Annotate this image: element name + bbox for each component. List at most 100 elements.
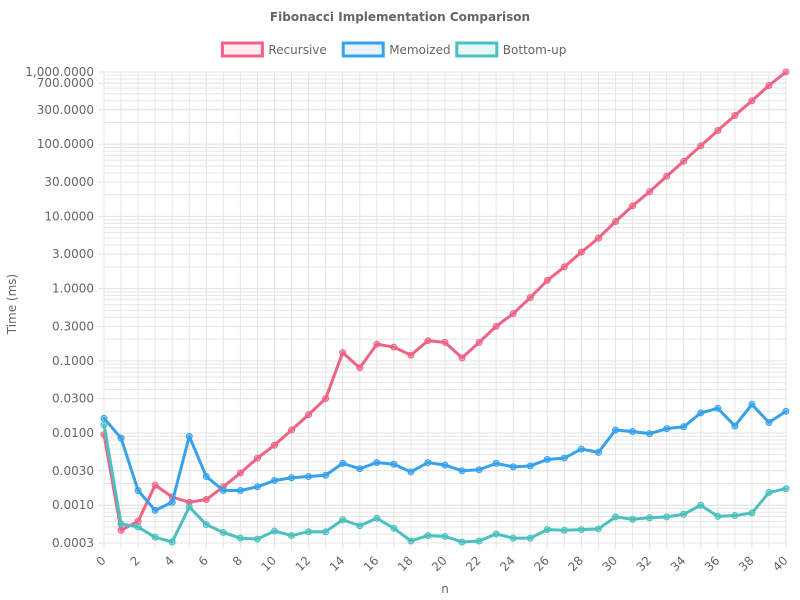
data-point[interactable] <box>509 534 517 542</box>
data-point[interactable] <box>543 276 551 284</box>
data-point[interactable] <box>322 528 330 536</box>
data-point[interactable] <box>305 411 313 419</box>
data-point[interactable] <box>288 474 296 482</box>
data-point[interactable] <box>339 459 347 467</box>
data-point[interactable] <box>441 532 449 540</box>
data-point[interactable] <box>271 527 278 535</box>
data-point[interactable] <box>168 498 176 506</box>
data-point[interactable] <box>543 456 551 464</box>
data-point[interactable] <box>492 459 500 467</box>
data-point[interactable] <box>612 218 619 226</box>
data-point[interactable] <box>782 485 790 493</box>
data-point[interactable] <box>748 400 756 408</box>
data-point[interactable] <box>202 521 210 529</box>
data-point[interactable] <box>424 337 432 345</box>
data-point[interactable] <box>253 483 261 491</box>
data-point[interactable] <box>151 533 159 541</box>
data-point[interactable] <box>202 496 210 504</box>
data-point[interactable] <box>117 526 125 534</box>
data-point[interactable] <box>100 421 108 429</box>
data-point[interactable] <box>458 354 466 362</box>
data-point[interactable] <box>441 338 449 346</box>
data-point[interactable] <box>526 294 534 302</box>
data-point[interactable] <box>219 487 227 495</box>
data-point[interactable] <box>475 338 483 346</box>
data-point[interactable] <box>577 445 585 453</box>
data-point[interactable] <box>356 465 364 473</box>
data-point[interactable] <box>731 512 739 520</box>
data-point[interactable] <box>714 126 722 134</box>
data-point[interactable] <box>509 463 517 471</box>
data-point[interactable] <box>663 513 671 521</box>
data-point[interactable] <box>236 534 244 542</box>
data-point[interactable] <box>680 423 688 431</box>
data-point[interactable] <box>373 514 381 522</box>
data-point[interactable] <box>271 477 278 485</box>
data-point[interactable] <box>458 467 466 475</box>
data-point[interactable] <box>697 409 705 417</box>
data-point[interactable] <box>731 111 739 119</box>
data-point[interactable] <box>185 432 193 440</box>
data-point[interactable] <box>236 487 244 495</box>
data-point[interactable] <box>134 523 142 531</box>
data-point[interactable] <box>646 430 654 438</box>
data-point[interactable] <box>407 351 415 359</box>
data-point[interactable] <box>492 322 500 330</box>
data-point[interactable] <box>185 503 193 511</box>
data-point[interactable] <box>594 448 602 456</box>
data-point[interactable] <box>390 524 398 532</box>
data-point[interactable] <box>629 428 637 436</box>
data-point[interactable] <box>697 142 705 150</box>
data-point[interactable] <box>236 469 244 477</box>
data-point[interactable] <box>373 340 381 348</box>
data-point[interactable] <box>748 509 756 517</box>
data-point[interactable] <box>134 517 142 525</box>
data-point[interactable] <box>612 513 619 521</box>
data-point[interactable] <box>424 532 432 540</box>
data-point[interactable] <box>560 263 568 271</box>
data-point[interactable] <box>765 489 773 497</box>
data-point[interactable] <box>748 97 756 105</box>
data-point[interactable] <box>577 248 585 256</box>
data-point[interactable] <box>288 426 296 434</box>
data-point[interactable] <box>339 516 347 524</box>
data-point[interactable] <box>100 414 108 422</box>
legend-item-bottom-up[interactable]: Bottom-up <box>455 41 567 58</box>
data-point[interactable] <box>373 459 381 467</box>
data-point[interactable] <box>782 407 790 415</box>
data-point[interactable] <box>441 461 449 469</box>
data-point[interactable] <box>356 522 364 530</box>
data-point[interactable] <box>714 512 722 520</box>
data-point[interactable] <box>322 471 330 479</box>
data-point[interactable] <box>765 418 773 426</box>
data-point[interactable] <box>117 520 125 528</box>
data-point[interactable] <box>782 68 790 76</box>
data-point[interactable] <box>134 487 142 495</box>
data-point[interactable] <box>390 343 398 351</box>
data-point[interactable] <box>765 82 773 90</box>
data-point[interactable] <box>288 532 296 540</box>
data-point[interactable] <box>697 501 705 509</box>
data-point[interactable] <box>475 537 483 545</box>
data-point[interactable] <box>253 454 261 462</box>
data-point[interactable] <box>629 515 637 523</box>
data-point[interactable] <box>577 526 585 534</box>
data-point[interactable] <box>424 459 432 467</box>
data-point[interactable] <box>594 234 602 242</box>
data-point[interactable] <box>339 349 347 357</box>
data-point[interactable] <box>407 468 415 476</box>
data-point[interactable] <box>151 481 159 489</box>
data-point[interactable] <box>117 434 125 442</box>
data-point[interactable] <box>526 534 534 542</box>
data-point[interactable] <box>560 454 568 462</box>
data-point[interactable] <box>714 404 722 412</box>
legend-item-recursive[interactable]: Recursive <box>220 41 327 58</box>
data-point[interactable] <box>407 537 415 545</box>
data-point[interactable] <box>305 473 313 481</box>
data-point[interactable] <box>475 466 483 474</box>
data-point[interactable] <box>202 473 210 481</box>
data-point[interactable] <box>253 535 261 543</box>
data-point[interactable] <box>492 530 500 538</box>
data-point[interactable] <box>663 425 671 433</box>
data-point[interactable] <box>680 510 688 518</box>
